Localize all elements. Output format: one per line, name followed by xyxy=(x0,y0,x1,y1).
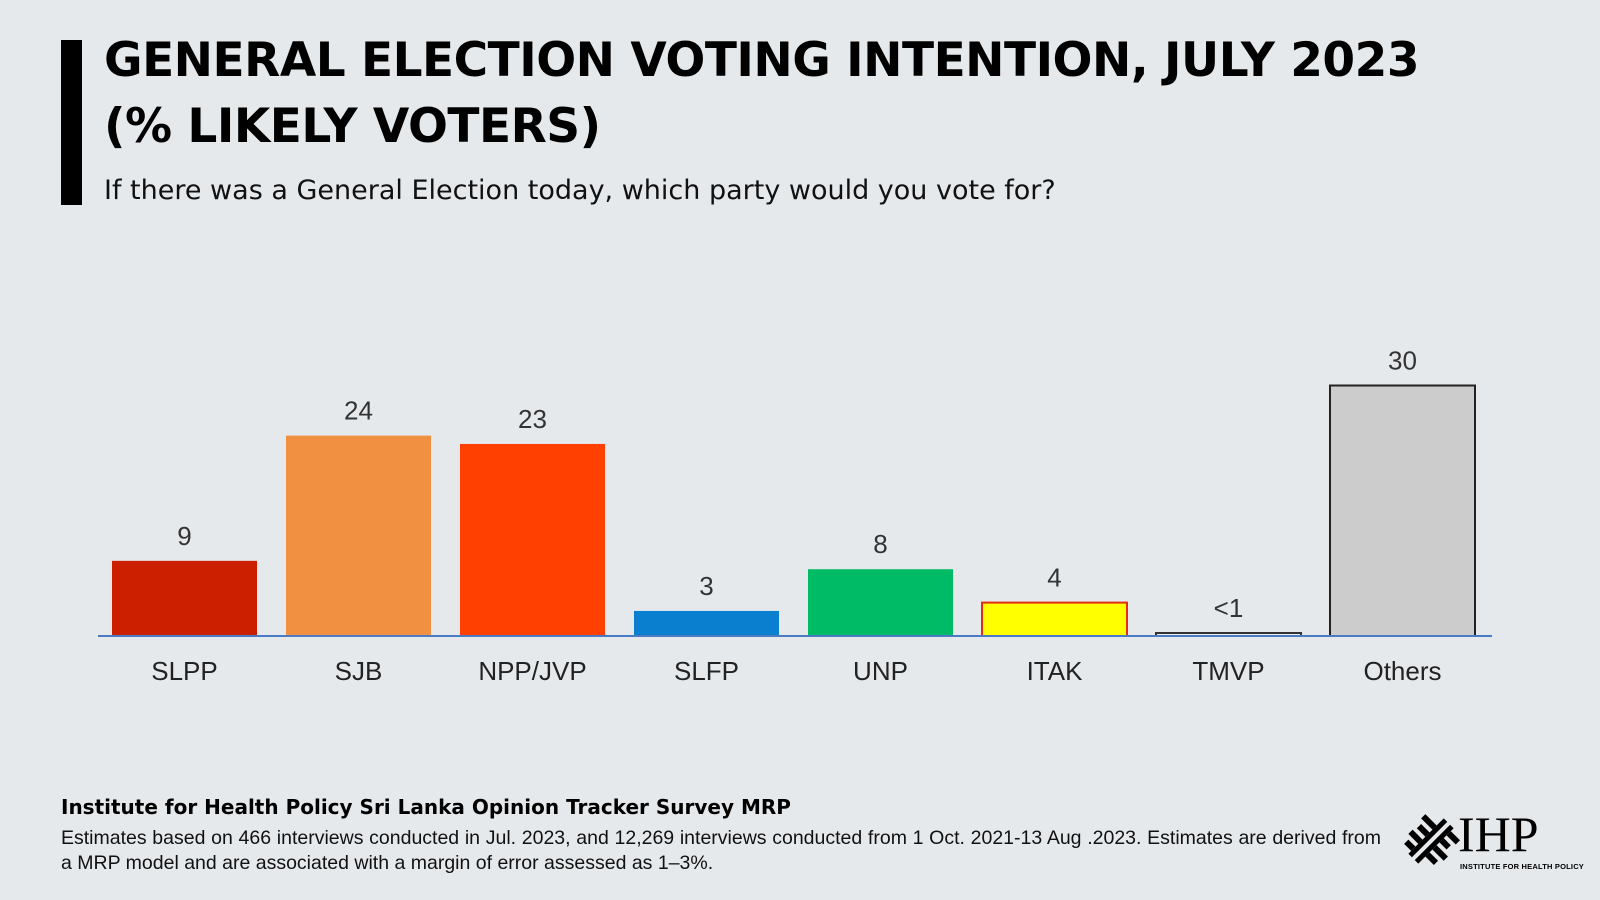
category-label: TMVP xyxy=(1192,656,1264,686)
data-label: 30 xyxy=(1388,346,1417,376)
ihp-emblem-icon xyxy=(1404,814,1460,866)
chart-title-line-1: GENERAL ELECTION VOTING INTENTION, JULY … xyxy=(104,33,1420,88)
ihp-logo: IHP INSTITUTE FOR HEALTH POLICY xyxy=(1402,808,1584,872)
category-label: SLPP xyxy=(151,656,218,686)
data-label: 23 xyxy=(518,404,547,434)
logo-wordmark: IHP xyxy=(1458,806,1539,862)
bar-others xyxy=(1329,384,1476,637)
category-label: ITAK xyxy=(1027,656,1084,686)
category-label: Others xyxy=(1363,656,1441,686)
source-title: Institute for Health Policy Sri Lanka Op… xyxy=(61,795,791,819)
data-label: 24 xyxy=(344,396,373,426)
chart-subtitle: If there was a General Election today, w… xyxy=(104,175,1056,206)
chart-title-line-2: (% LIKELY VOTERS) xyxy=(104,99,601,154)
data-label: 8 xyxy=(873,529,887,559)
bar-slfp xyxy=(634,610,779,636)
chart-title: GENERAL ELECTION VOTING INTENTION, JULY … xyxy=(104,28,1544,160)
bar-itak xyxy=(981,601,1128,637)
logo-subtext: INSTITUTE FOR HEALTH POLICY xyxy=(1460,862,1585,871)
data-label: 4 xyxy=(1047,563,1061,593)
bar-sjb xyxy=(286,435,431,636)
title-accent-bar xyxy=(61,40,82,205)
bar-slpp xyxy=(112,560,257,636)
methodology-note: Estimates based on 466 interviews conduc… xyxy=(61,827,1381,874)
category-label: SJB xyxy=(335,656,383,686)
bar-unp xyxy=(808,569,953,636)
data-label: 9 xyxy=(177,521,191,551)
category-label: UNP xyxy=(853,656,908,686)
category-label: NPP/JVP xyxy=(478,656,586,686)
category-label: SLFP xyxy=(674,656,739,686)
data-label: <1 xyxy=(1214,593,1244,623)
data-label: 3 xyxy=(699,571,713,601)
bar-npp-jvp xyxy=(460,443,605,636)
